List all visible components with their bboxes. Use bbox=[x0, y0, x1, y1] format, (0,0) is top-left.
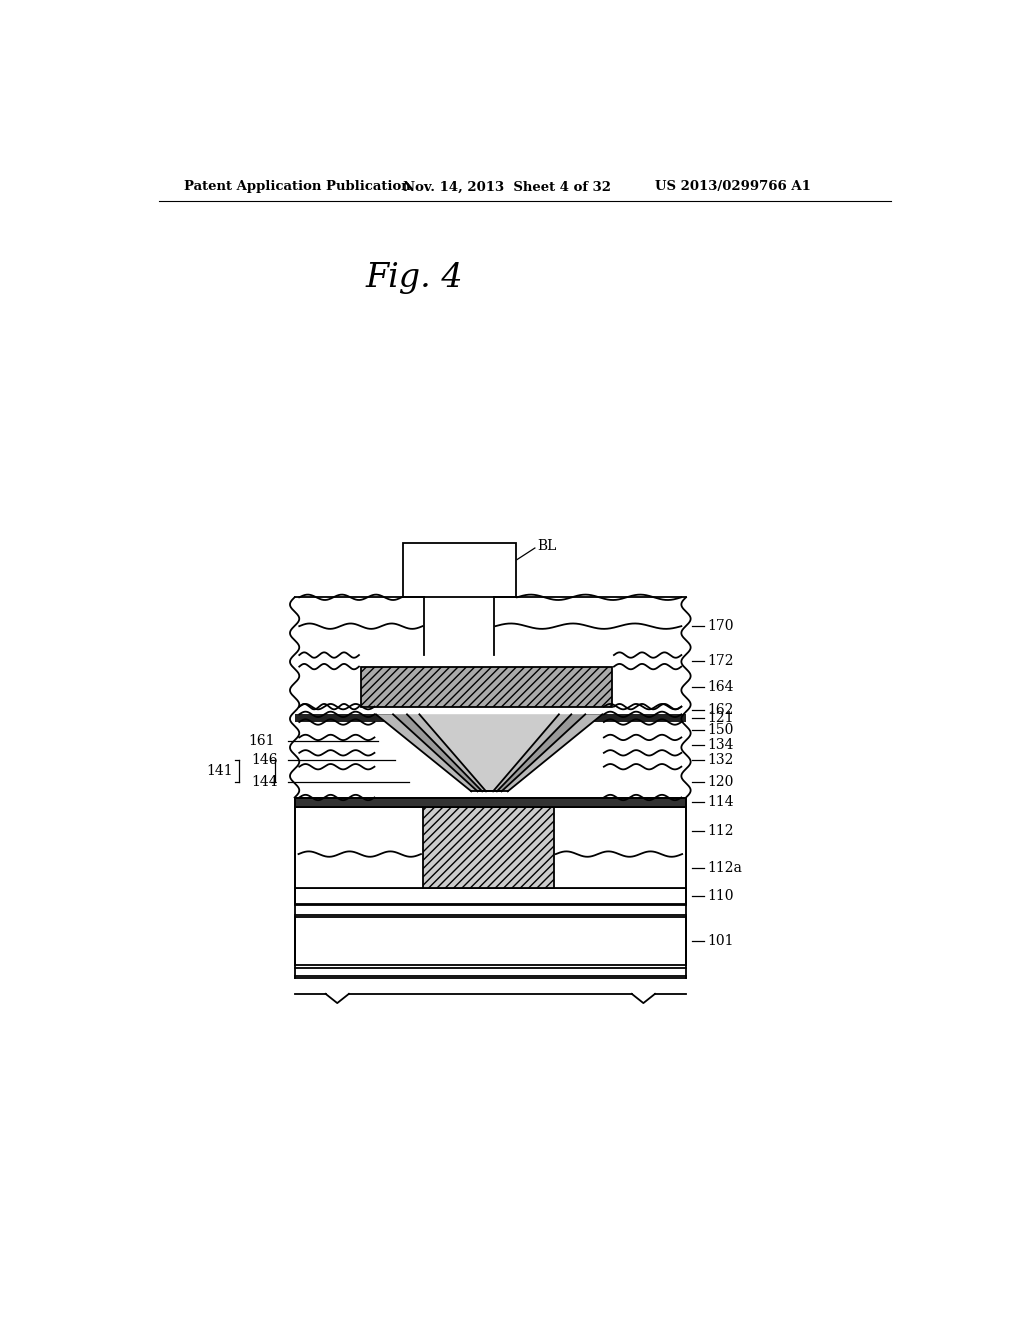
Text: 132: 132 bbox=[708, 752, 734, 767]
Text: 170: 170 bbox=[708, 619, 734, 634]
Bar bbox=[295, 797, 686, 807]
Polygon shape bbox=[376, 714, 602, 792]
Polygon shape bbox=[407, 714, 571, 792]
Bar bbox=[295, 714, 686, 722]
Bar bbox=[295, 722, 686, 738]
Bar bbox=[295, 752, 686, 767]
Bar bbox=[295, 917, 686, 965]
Polygon shape bbox=[393, 714, 586, 792]
Bar bbox=[295, 706, 686, 714]
Text: 141: 141 bbox=[206, 764, 232, 777]
Bar bbox=[295, 767, 686, 797]
Polygon shape bbox=[407, 714, 571, 792]
Polygon shape bbox=[420, 714, 559, 792]
Text: 121: 121 bbox=[708, 711, 734, 725]
Text: Patent Application Publication: Patent Application Publication bbox=[183, 181, 411, 194]
Text: US 2013/0299766 A1: US 2013/0299766 A1 bbox=[655, 181, 811, 194]
Text: 120: 120 bbox=[708, 775, 734, 789]
Text: 161: 161 bbox=[248, 734, 274, 748]
Text: BL: BL bbox=[538, 540, 557, 553]
Bar bbox=[423, 807, 554, 888]
Text: 144: 144 bbox=[251, 775, 278, 789]
Text: 146: 146 bbox=[251, 752, 278, 767]
Bar bbox=[295, 738, 686, 752]
Text: 164: 164 bbox=[708, 680, 734, 693]
Text: Nov. 14, 2013  Sheet 4 of 32: Nov. 14, 2013 Sheet 4 of 32 bbox=[403, 181, 611, 194]
Polygon shape bbox=[420, 714, 559, 792]
Polygon shape bbox=[393, 714, 586, 792]
Bar bbox=[360, 667, 612, 706]
Text: Fig. 4: Fig. 4 bbox=[366, 261, 464, 294]
Bar bbox=[295, 888, 686, 904]
Bar bbox=[403, 544, 515, 598]
Text: 110: 110 bbox=[708, 890, 734, 903]
Text: 101: 101 bbox=[708, 935, 734, 948]
Text: 172: 172 bbox=[708, 653, 734, 668]
Text: 112a: 112a bbox=[708, 861, 742, 875]
Text: 150: 150 bbox=[708, 723, 734, 737]
Text: 112: 112 bbox=[708, 824, 734, 838]
Text: 162: 162 bbox=[708, 704, 734, 718]
Text: 134: 134 bbox=[708, 738, 734, 752]
Text: 114: 114 bbox=[708, 795, 734, 809]
Bar bbox=[295, 807, 686, 888]
